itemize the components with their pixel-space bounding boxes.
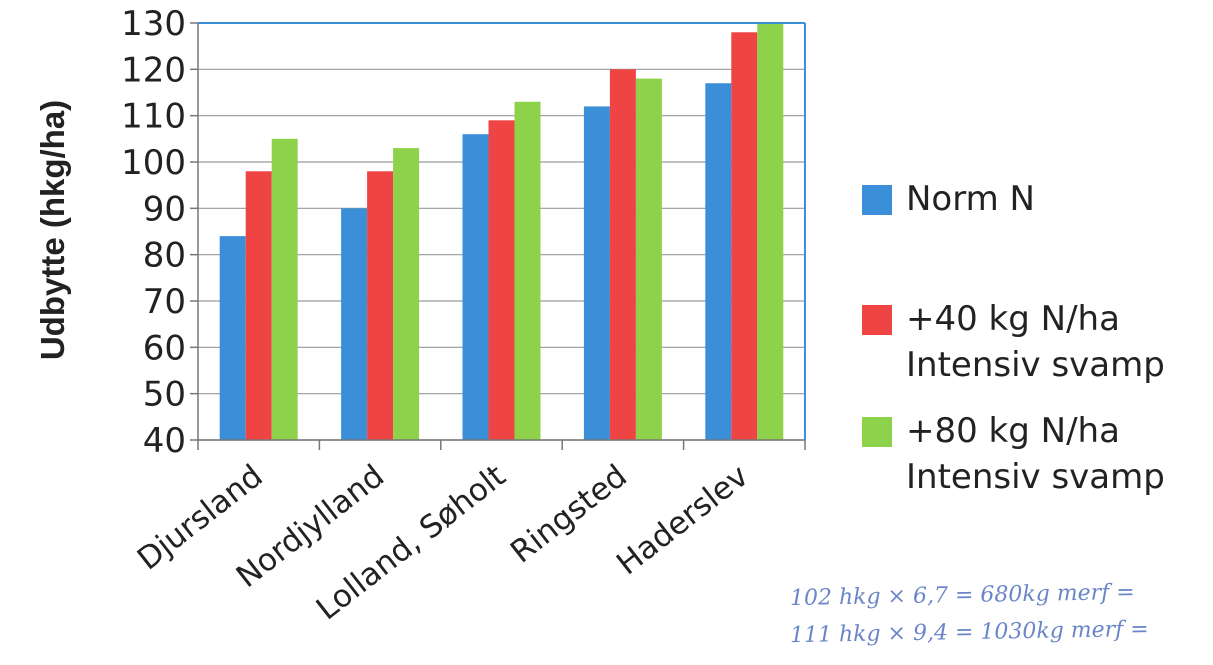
bars [219,23,784,441]
bar [514,101,541,441]
y-tick-label: 70 [143,282,186,322]
bar [635,78,662,440]
bar [705,83,732,440]
axes [190,22,806,450]
legend-swatch-green [862,417,892,447]
legend-item-40kg: +40 kg N/ha Intensiv svamp [862,296,1165,388]
bar [219,236,246,440]
y-tick-label: 120 [121,50,186,90]
y-tick-label: 40 [143,421,186,461]
legend-label: +80 kg N/ha Intensiv svamp [906,411,1165,497]
legend-label: Norm N [906,179,1035,219]
bar [757,23,784,440]
bar [609,69,636,440]
x-tick-label: Haderslev [610,458,755,582]
bar [271,138,298,441]
bar [341,208,368,440]
y-tick-label: 90 [143,189,186,229]
y-tick-label: 100 [121,143,186,183]
bar [583,106,610,441]
y-axis-label: Udbytte (hkg/ha) [34,100,71,360]
y-tick-label: 50 [143,375,186,415]
bar [462,134,489,440]
legend-swatch-red [862,305,892,335]
bar [367,171,394,440]
legend-item-norm-n: Norm N [862,176,1035,222]
y-tick-label: 60 [143,328,186,368]
bar [245,171,272,440]
y-tick-label: 110 [121,97,186,137]
y-tick-label: 130 [121,4,186,44]
legend-swatch-blue [862,185,892,215]
bar [488,120,515,441]
legend-label: +40 kg N/ha Intensiv svamp [906,299,1165,385]
bar [731,32,758,441]
legend-item-80kg: +80 kg N/ha Intensiv svamp [862,408,1165,500]
y-tick-label: 80 [143,236,186,276]
bar [393,148,420,440]
